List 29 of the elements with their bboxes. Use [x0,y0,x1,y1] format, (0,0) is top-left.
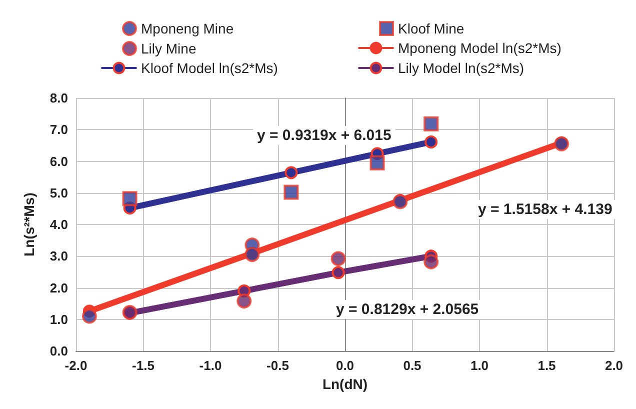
y-tick-label: 0.0 [50,344,68,358]
x-axis-title: Ln(dN) [322,376,368,392]
annotation: y = 1.5158x + 4.139 [478,201,612,218]
y-tick-label: 6.0 [50,154,68,169]
x-tick-label: 0.5 [403,358,422,373]
x-tick-label: 1.5 [538,358,556,373]
legend-label: Lily Model ln(s2*Ms) [398,60,524,76]
x-tick-label: -2.0 [64,358,88,373]
y-axis-title: Ln(s²*Ms) [21,192,37,256]
annotation: y = 0.9319x + 6.015 [257,127,392,144]
x-tick-label: -1.0 [199,358,222,373]
y-tick-label: 3.0 [50,248,68,264]
x-tick-label: 2.0 [604,358,624,373]
annotation: y = 0.8129x + 2.0565 [336,301,479,318]
y-tick-label: 1.0 [50,312,68,327]
x-tick-label: 1.0 [470,358,489,373]
y-tick-label: 4.0 [50,217,68,232]
y-tick-label: 8.0 [50,90,68,106]
y-tick-label: 2.0 [50,280,68,296]
legend-label: Lily Mine [141,40,196,56]
legend-label: Kloof Model ln(s2*Ms) [141,60,278,76]
y-tick-label: 7.0 [50,122,68,138]
x-tick-label: -1.5 [132,358,154,373]
x-tick-label: -0.5 [266,358,289,373]
x-tick-label: 0.0 [336,358,354,373]
legend-label: Kloof Mine [398,20,464,36]
legend-label: Mponeng Mine [141,20,234,36]
y-tick-label: 5.0 [50,185,68,200]
legend-label: Mponeng Model ln(s2*Ms) [398,40,562,56]
